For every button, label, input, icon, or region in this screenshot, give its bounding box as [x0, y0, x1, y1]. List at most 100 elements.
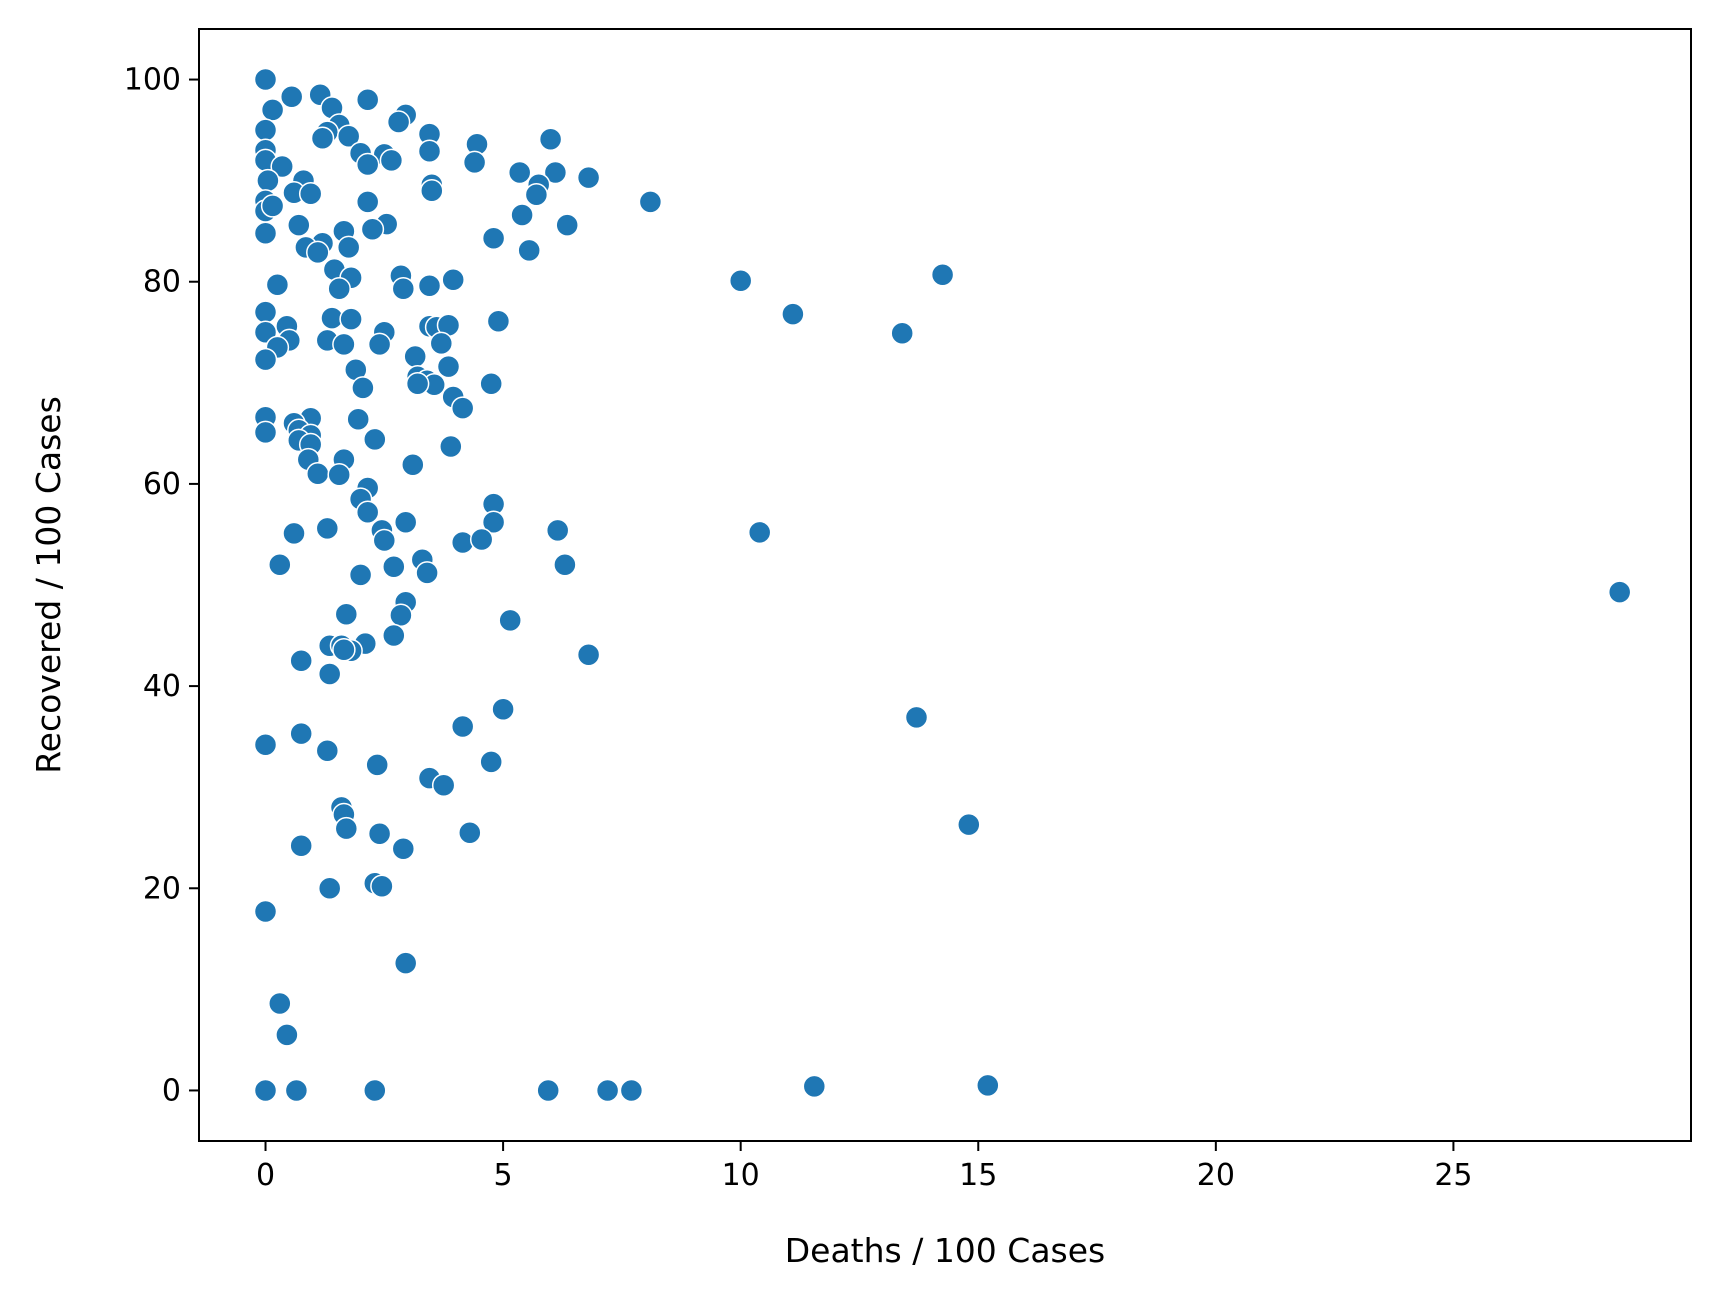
data-point — [536, 1078, 560, 1103]
data-point — [348, 563, 373, 587]
data-point — [351, 376, 375, 400]
data-point — [957, 812, 981, 837]
data-point — [524, 183, 549, 207]
data-point — [545, 518, 570, 543]
data-point — [336, 235, 361, 260]
data-point — [315, 739, 340, 763]
data-point — [431, 773, 456, 797]
y-tick-label: 0 — [162, 1073, 181, 1108]
x-axis: 0 5 10 15 20 25 — [256, 1141, 1473, 1193]
data-point — [279, 84, 304, 109]
data-point — [332, 332, 356, 357]
data-point — [327, 277, 351, 301]
data-point — [289, 834, 313, 858]
x-tick-label: 20 — [1197, 1158, 1235, 1193]
data-point — [507, 160, 532, 185]
data-point — [253, 347, 278, 372]
data-point — [479, 372, 503, 396]
data-point — [284, 1078, 309, 1103]
data-point — [436, 354, 461, 379]
data-point — [270, 154, 294, 179]
data-point — [268, 991, 292, 1016]
data-point — [317, 662, 342, 686]
data-point — [260, 194, 285, 218]
data-point — [747, 520, 772, 545]
data-point — [363, 1078, 387, 1103]
data-point — [289, 649, 313, 673]
data-point — [543, 160, 568, 185]
data-point — [256, 168, 280, 193]
data-point — [890, 321, 914, 346]
data-point — [462, 150, 487, 175]
data-point — [339, 307, 363, 331]
data-point — [334, 602, 359, 627]
data-point — [904, 705, 929, 730]
data-point — [332, 637, 356, 662]
data-point — [355, 152, 380, 177]
y-tick-label: 100 — [124, 63, 181, 98]
data-point — [289, 721, 313, 746]
data-point — [976, 1073, 1000, 1098]
data-point — [389, 603, 413, 628]
data-point — [930, 262, 955, 287]
data-point — [253, 732, 278, 757]
data-point — [393, 510, 418, 535]
data-point — [576, 165, 601, 190]
data-point — [253, 300, 278, 324]
data-point — [638, 190, 663, 214]
data-point — [355, 88, 380, 112]
data-point — [429, 331, 454, 356]
x-tick-label: 0 — [256, 1158, 275, 1193]
data-point — [1607, 580, 1632, 604]
data-point — [469, 527, 494, 552]
data-point — [253, 899, 278, 924]
data-point — [355, 190, 380, 214]
data-point — [391, 277, 416, 301]
data-point — [275, 1023, 299, 1047]
data-point — [555, 213, 579, 237]
data-point — [317, 876, 342, 901]
data-point — [355, 500, 380, 524]
data-point — [393, 951, 418, 975]
data-point — [265, 273, 290, 297]
data-point — [367, 821, 392, 846]
points-layer — [253, 67, 1632, 1103]
data-point — [510, 203, 534, 227]
data-point — [334, 816, 359, 841]
data-point — [346, 407, 370, 431]
data-point — [298, 182, 323, 206]
x-tick-label: 15 — [959, 1158, 997, 1193]
data-point — [365, 753, 389, 777]
data-point — [553, 553, 577, 577]
x-tick-label: 25 — [1434, 1158, 1472, 1193]
data-point — [253, 420, 278, 445]
data-point — [282, 521, 306, 546]
data-point — [386, 110, 411, 134]
y-tick-label: 40 — [143, 669, 181, 704]
y-tick-label: 20 — [143, 871, 181, 906]
data-point — [458, 820, 482, 845]
x-axis-label: Deaths / 100 Cases — [785, 1231, 1106, 1270]
data-point — [382, 623, 406, 648]
data-point — [260, 98, 285, 122]
data-point — [595, 1078, 620, 1103]
data-point — [802, 1074, 827, 1099]
data-point — [417, 139, 442, 164]
data-point — [441, 267, 465, 292]
y-axis: 0 20 40 60 80 100 — [124, 63, 199, 1108]
data-point — [491, 697, 515, 722]
y-tick-label: 60 — [143, 467, 181, 502]
data-point — [481, 226, 506, 251]
data-point — [287, 213, 311, 237]
data-point — [420, 178, 444, 203]
data-point — [391, 837, 416, 861]
data-point — [310, 126, 335, 150]
data-point — [372, 528, 397, 553]
y-tick-label: 80 — [143, 265, 181, 300]
data-point — [486, 309, 511, 333]
data-point — [619, 1078, 644, 1103]
plot-frame — [198, 28, 1692, 1142]
x-tick-label: 5 — [494, 1158, 513, 1193]
